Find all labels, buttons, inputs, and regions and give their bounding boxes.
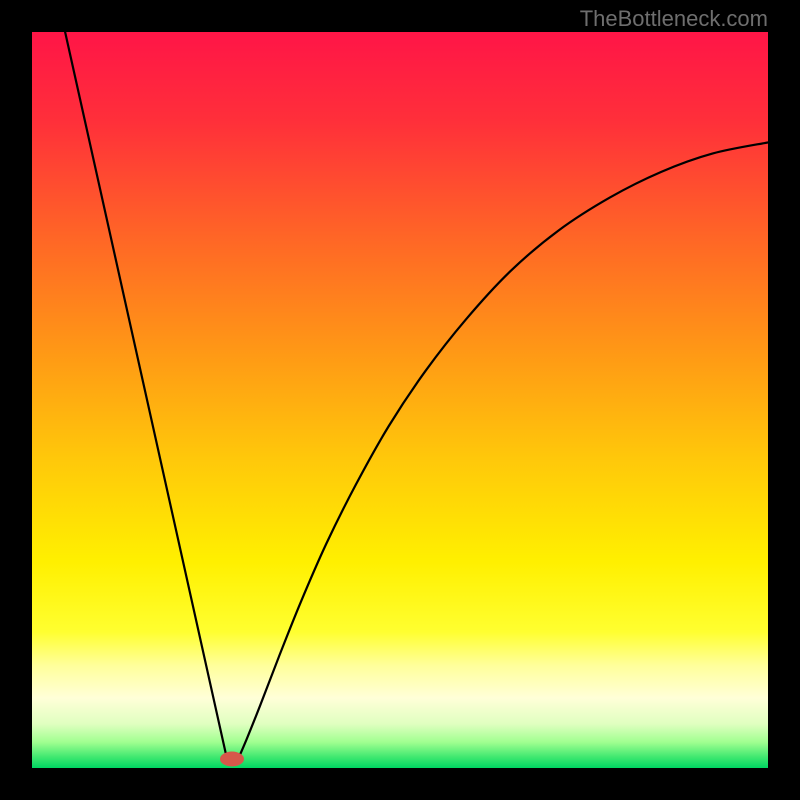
watermark-text: TheBottleneck.com (580, 6, 768, 32)
curve-overlay (0, 0, 800, 800)
chart-container: TheBottleneck.com (0, 0, 800, 800)
optimum-marker (220, 752, 244, 767)
